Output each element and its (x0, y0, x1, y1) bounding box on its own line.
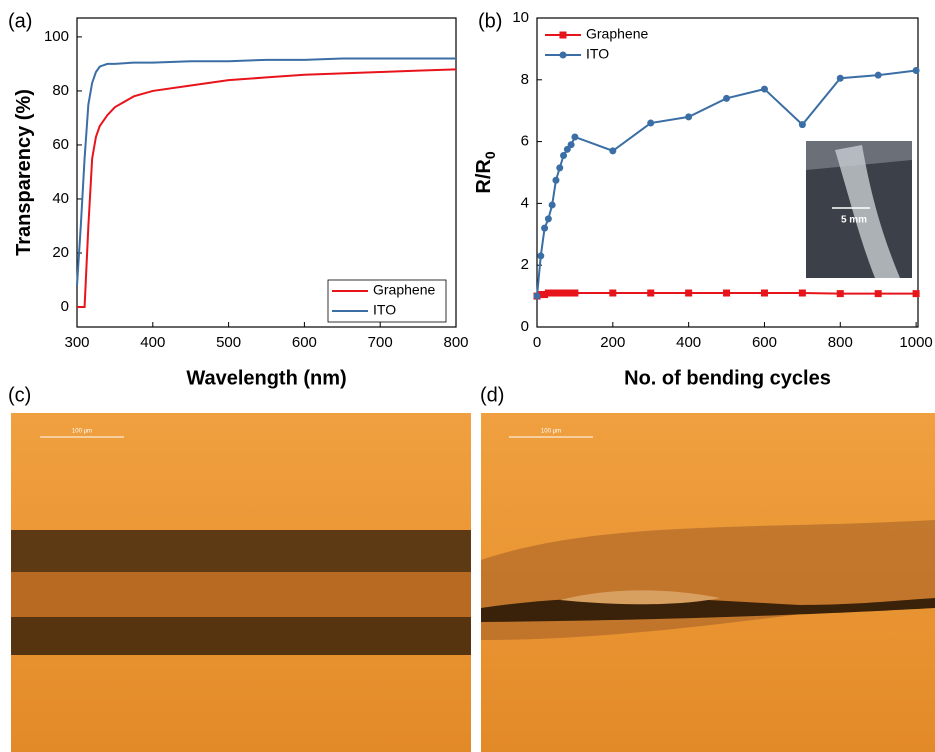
marker (836, 74, 844, 82)
y-axis-title-main: Transparency (%) (13, 89, 35, 256)
marker (836, 290, 844, 298)
legend-label: Graphene (373, 282, 435, 298)
plot-frame (76, 17, 457, 328)
y-axis-title: R/R0 (473, 151, 497, 193)
legend-box (327, 279, 447, 323)
marker (685, 113, 693, 121)
y-axis-title-main: R/R (473, 159, 495, 194)
y-tick-label: 4 (521, 194, 529, 211)
x-tick-label: 0 (533, 334, 541, 351)
series-line (77, 68, 457, 309)
scale-bar-label: 100 µm (72, 429, 92, 435)
micrograph-c: 100 µm (11, 413, 471, 752)
marker (544, 215, 552, 223)
marker (685, 289, 693, 297)
marker (723, 289, 731, 297)
y-tick-label: 20 (52, 244, 69, 261)
marker (571, 289, 579, 297)
x-tick-label: 300 (64, 334, 89, 351)
marker (541, 291, 549, 299)
x-tick-label: 400 (140, 334, 165, 351)
x-tick-label: 700 (368, 334, 393, 351)
plot-frame (536, 17, 919, 328)
y-tick-label: 2 (521, 256, 529, 273)
marker (559, 51, 567, 59)
marker (912, 290, 920, 298)
marker (552, 176, 560, 184)
x-axis-title: Wavelength (nm) (186, 367, 346, 389)
marker (563, 289, 571, 297)
legend-box (541, 24, 659, 66)
scale-bar-label: 100 µm (541, 429, 561, 435)
y-tick-label: 6 (521, 133, 529, 150)
x-tick-label: 1000 (899, 334, 932, 351)
legend-label: ITO (586, 46, 609, 62)
marker (912, 67, 920, 75)
marker (537, 252, 545, 260)
y-tick-label: 100 (44, 28, 69, 45)
y-axis-title-sub: 0 (482, 151, 498, 159)
marker (571, 133, 579, 141)
marker (760, 289, 768, 297)
marker (533, 292, 541, 300)
panel-label: (a) (8, 10, 32, 32)
marker (609, 289, 617, 297)
marker (552, 289, 560, 297)
y-tick-label: 10 (512, 9, 529, 26)
marker (560, 152, 568, 160)
y-tick-label: 80 (52, 82, 69, 99)
x-tick-label: 800 (828, 334, 853, 351)
micrograph-d: 100 µm (481, 413, 935, 752)
marker (563, 145, 571, 153)
marker (548, 289, 556, 297)
x-tick-label: 600 (292, 334, 317, 351)
marker (874, 71, 882, 79)
marker (647, 289, 655, 297)
x-tick-label: 500 (216, 334, 241, 351)
marker (798, 121, 806, 129)
marker (567, 141, 575, 149)
marker (556, 164, 564, 172)
marker (760, 85, 768, 93)
marker (560, 289, 568, 297)
y-axis-title: Transparency (%) (13, 89, 35, 256)
marker (723, 94, 731, 102)
y-tick-label: 8 (521, 71, 529, 88)
y-tick-label: 0 (521, 318, 529, 335)
marker (874, 290, 882, 298)
panel-label: (b) (478, 10, 502, 32)
legend-label: Graphene (586, 26, 648, 42)
marker (798, 289, 806, 297)
inset-label: 5 mm (841, 215, 867, 226)
marker (559, 31, 567, 39)
marker (609, 147, 617, 155)
y-tick-label: 40 (52, 190, 69, 207)
marker (567, 289, 575, 297)
x-tick-label: 600 (752, 334, 777, 351)
marker (541, 224, 549, 232)
marker (548, 201, 556, 209)
marker (647, 119, 655, 127)
y-tick-label: 60 (52, 136, 69, 153)
legend-label: ITO (373, 302, 396, 318)
x-tick-label: 200 (600, 334, 625, 351)
y-tick-label: 0 (61, 298, 69, 315)
marker (556, 289, 564, 297)
inset-photo: 5 mm (806, 141, 912, 278)
x-tick-label: 800 (443, 334, 468, 351)
x-axis-title: No. of bending cycles (624, 367, 831, 389)
marker (544, 289, 552, 297)
marker (537, 291, 545, 299)
panel-label: (d) (480, 384, 504, 406)
series-line (76, 57, 456, 286)
panel-label: (c) (8, 384, 31, 406)
x-tick-label: 400 (676, 334, 701, 351)
